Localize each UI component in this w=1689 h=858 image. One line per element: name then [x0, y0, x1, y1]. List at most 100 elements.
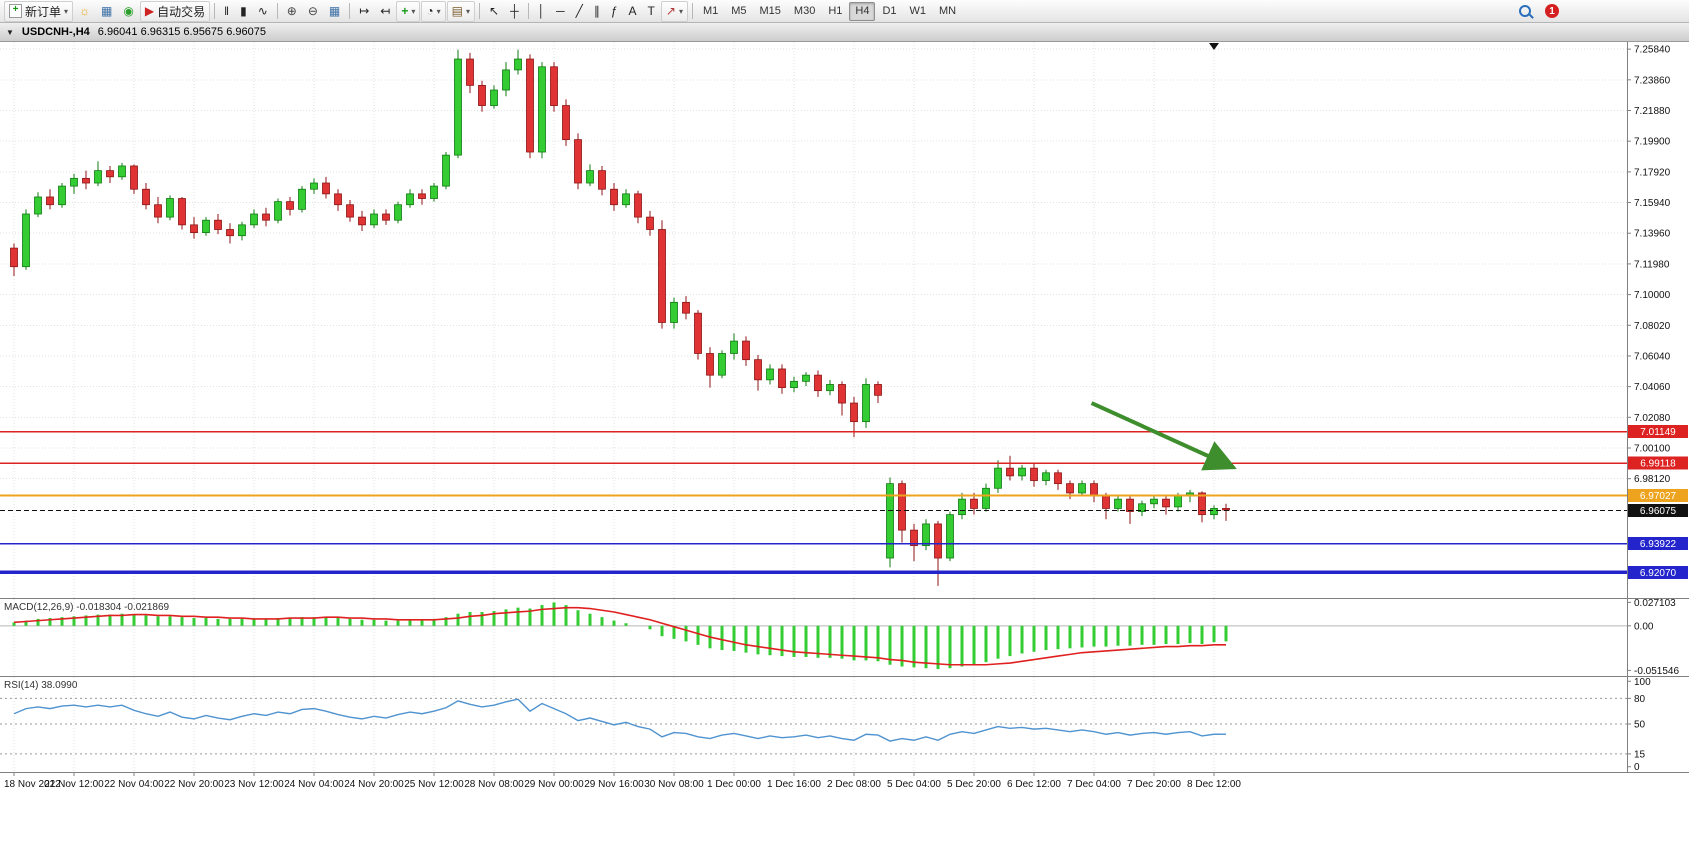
auto-scroll-button[interactable]: ↦: [354, 1, 374, 22]
chart-title-bar: ▼ USDCNH-,H4 6.96041 6.96315 6.95675 6.9…: [0, 23, 1689, 42]
chart-shift-button[interactable]: ↤: [375, 1, 395, 22]
svg-text:7.02080: 7.02080: [1634, 413, 1671, 424]
svg-text:7.23860: 7.23860: [1634, 75, 1671, 86]
search-icon[interactable]: [1519, 5, 1531, 17]
chart-symbol-period: USDCNH-,H4: [21, 26, 90, 38]
chevron-down-icon: ▾: [64, 6, 69, 16]
cursor-button[interactable]: ↖: [484, 1, 504, 22]
svg-text:7.13960: 7.13960: [1634, 229, 1671, 240]
price-axis[interactable]: 7.25840 7.23860 7.21880 7.19900 7.17920 7.159…: [1627, 45, 1671, 486]
svg-text:22 Nov 04:00: 22 Nov 04:00: [104, 779, 164, 790]
svg-text:6 Dec 12:00: 6 Dec 12:00: [1007, 779, 1061, 790]
fibonacci-button[interactable]: ƒ: [606, 1, 623, 22]
indicators-button[interactable]: + ▾: [396, 0, 421, 22]
timeframe-m1-button[interactable]: M1: [702, 5, 719, 17]
timeframe-d1-button[interactable]: D1: [882, 5, 897, 17]
cursor-icon: ↖: [489, 4, 500, 18]
new-order-icon: +: [9, 4, 22, 18]
line-chart-button[interactable]: ∿: [253, 1, 273, 22]
community-button[interactable]: ◉: [118, 1, 138, 22]
svg-text:7.01149: 7.01149: [1640, 427, 1676, 438]
svg-text:6.92070: 6.92070: [1640, 568, 1677, 579]
svg-text:29 Nov 00:00: 29 Nov 00:00: [524, 779, 584, 790]
svg-text:7 Dec 20:00: 7 Dec 20:00: [1127, 779, 1181, 790]
candlestick-button[interactable]: ▮: [235, 1, 252, 22]
macd-pane[interactable]: MACD(12,26,9) -0.018304 -0.021869 0.02710…: [0, 598, 1679, 677]
svg-text:7.06040: 7.06040: [1634, 351, 1671, 362]
vertical-line-button[interactable]: │: [533, 1, 551, 22]
svg-text:8 Dec 12:00: 8 Dec 12:00: [1187, 779, 1241, 790]
chevron-down-icon: ▾: [436, 6, 441, 16]
svg-text:24 Nov 20:00: 24 Nov 20:00: [344, 779, 404, 790]
template-icon: ▤: [451, 4, 463, 18]
chart-grid: [0, 42, 1627, 771]
chart-area[interactable]: 7.25840 7.23860 7.21880 7.19900 7.17920 7.159…: [0, 42, 1689, 858]
chevron-down-icon: ▾: [678, 6, 683, 16]
tile-windows-button[interactable]: ▦: [324, 1, 345, 22]
candlestick-series[interactable]: [10, 49, 1230, 586]
trendline-button[interactable]: ╱: [571, 1, 588, 22]
tile-windows-icon: ▦: [328, 4, 341, 18]
indicators-plus-icon: +: [401, 4, 409, 18]
channel-button[interactable]: ∥: [589, 1, 605, 22]
svg-text:28 Nov 08:00: 28 Nov 08:00: [464, 779, 524, 790]
vertical-line-icon: │: [537, 4, 546, 18]
chart-menu-triangle[interactable]: ▼: [6, 27, 14, 37]
text-button[interactable]: A: [624, 1, 642, 22]
svg-text:18 Nov 2022: 18 Nov 2022: [4, 779, 61, 790]
timeframe-m15-button[interactable]: M15: [759, 5, 781, 17]
templates-button[interactable]: ▤ ▾: [446, 0, 475, 22]
bar-chart-button[interactable]: ‖: [219, 1, 234, 22]
svg-text:7.19900: 7.19900: [1634, 137, 1671, 148]
level-lines[interactable]: 7.01149 6.99118 6.97027 6.96075 6.93922 6.920…: [0, 425, 1688, 579]
timeframe-mn-button[interactable]: MN: [939, 5, 957, 17]
channel-icon: ∥: [593, 4, 600, 18]
svg-text:1 Dec 16:00: 1 Dec 16:00: [767, 779, 821, 790]
svg-text:1 Dec 00:00: 1 Dec 00:00: [707, 779, 761, 790]
timeframe-h4-button[interactable]: H4: [849, 1, 876, 21]
metaeditor-button[interactable]: ☼: [74, 1, 95, 22]
arrow-objects-button[interactable]: ↗ ▾: [660, 0, 688, 22]
svg-text:0.027103: 0.027103: [1634, 598, 1676, 609]
svg-text:7.08020: 7.08020: [1634, 321, 1671, 332]
timeframe-m5-button[interactable]: M5: [731, 5, 747, 17]
timeframe-w1-button[interactable]: W1: [909, 5, 927, 17]
trend-arrow[interactable]: [1090, 401, 1237, 471]
svg-text:22 Nov 20:00: 22 Nov 20:00: [164, 779, 224, 790]
svg-text:80: 80: [1634, 694, 1646, 705]
zoom-in-icon: ⊕: [286, 4, 297, 18]
timeframe-h1-button[interactable]: H1: [828, 5, 843, 17]
toolbar-separator: [691, 3, 693, 19]
line-chart-icon: ∿: [257, 4, 268, 18]
chart-window-icon: ▦: [101, 4, 113, 18]
text-label-icon: T: [647, 4, 655, 18]
svg-text:29 Nov 16:00: 29 Nov 16:00: [584, 779, 644, 790]
main-toolbar: + 新订单 ▾ ☼ ▦ ◉ ▶ 自动交易 ‖ ▮ ∿ ⊕ ⊖ ▦ ↦ ↤ + ▾: [0, 0, 1689, 23]
rsi-label: RSI(14) 38.0990: [4, 680, 78, 691]
zoom-out-button[interactable]: ⊖: [303, 1, 323, 22]
svg-text:7.11980: 7.11980: [1634, 259, 1670, 270]
market-watch-button[interactable]: ▦: [96, 1, 117, 22]
svg-text:6.98120: 6.98120: [1634, 474, 1671, 485]
chart-canvas[interactable]: 7.25840 7.23860 7.21880 7.19900 7.17920 7.159…: [0, 42, 1689, 858]
timeframe-m30-button[interactable]: M30: [793, 5, 816, 17]
horizontal-line-button[interactable]: ─: [551, 1, 570, 22]
chart-ohlc-values: 6.96041 6.96315 6.95675 6.96075: [97, 26, 266, 38]
crosshair-button[interactable]: ┼: [505, 1, 524, 22]
new-order-button[interactable]: + 新订单 ▾: [4, 0, 74, 22]
chevron-down-icon: ▾: [411, 6, 416, 16]
chevron-down-icon: ▾: [465, 6, 470, 16]
toolbar-separator: [349, 3, 351, 19]
notification-badge[interactable]: 1: [1545, 4, 1559, 18]
headset-icon: ◉: [123, 4, 134, 18]
text-label-button[interactable]: T: [643, 1, 660, 22]
svg-text:7 Dec 04:00: 7 Dec 04:00: [1067, 779, 1121, 790]
zoom-in-button[interactable]: ⊕: [282, 1, 302, 22]
svg-text:6.93922: 6.93922: [1640, 539, 1677, 550]
svg-text:6.96075: 6.96075: [1640, 506, 1677, 517]
auto-trading-button[interactable]: ▶ 自动交易: [139, 0, 211, 22]
svg-text:0: 0: [1634, 762, 1640, 773]
rsi-pane[interactable]: RSI(14) 38.0990 100 80 50 15 0: [0, 677, 1651, 773]
periods-button[interactable]: ◔ ▾: [421, 0, 446, 22]
